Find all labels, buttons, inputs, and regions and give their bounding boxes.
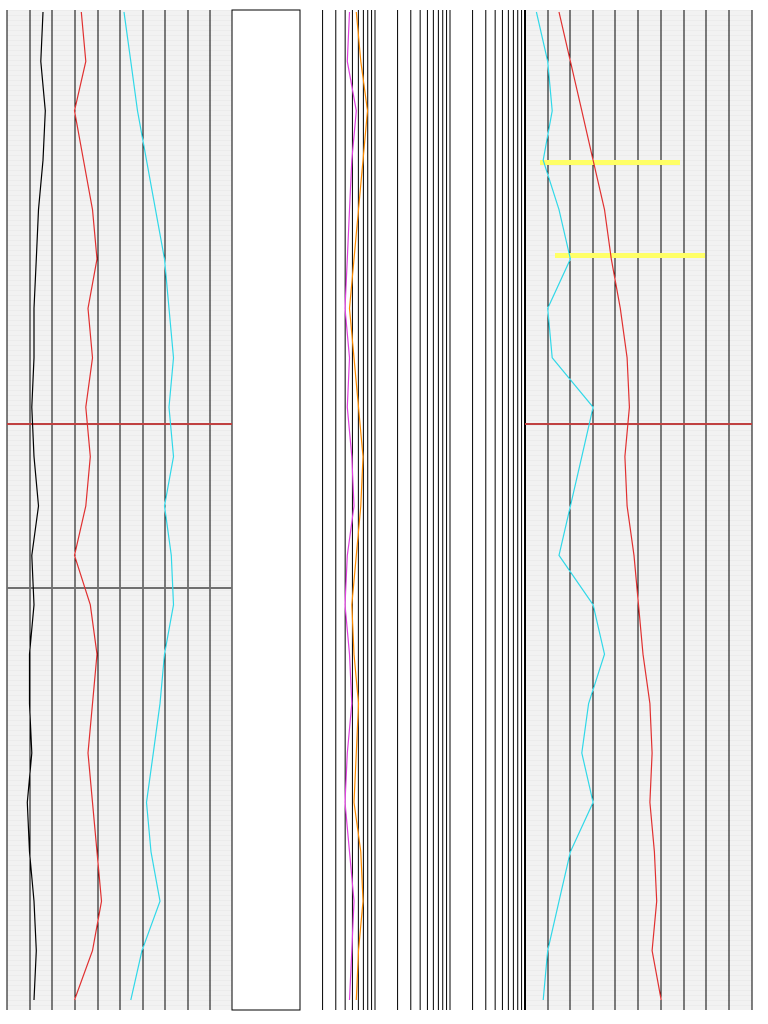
log-curve <box>26 11 46 1001</box>
log-curve <box>123 11 175 1001</box>
depth-track <box>231 9 301 1011</box>
track-2-bg <box>300 10 525 1010</box>
log-curve <box>73 11 103 1001</box>
log-curve <box>535 11 606 1001</box>
log-curve <box>558 11 662 1001</box>
highlight <box>555 253 705 258</box>
grid <box>6 10 753 1010</box>
log-curve <box>348 11 369 1001</box>
log-curve <box>344 11 357 1001</box>
highlight <box>540 160 680 165</box>
